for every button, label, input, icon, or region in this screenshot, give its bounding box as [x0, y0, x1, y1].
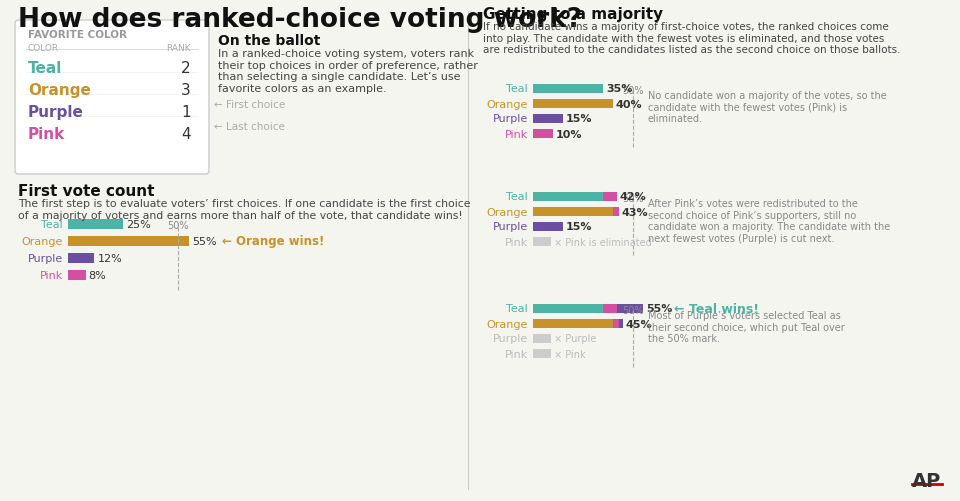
Text: Pink: Pink [505, 129, 528, 139]
Bar [533, 222, 563, 231]
Text: Getting to a majority: Getting to a majority [483, 7, 663, 22]
Text: 2: 2 [181, 61, 191, 76]
Bar [603, 192, 617, 201]
Text: Purple: Purple [492, 222, 528, 232]
Text: 8%: 8% [88, 271, 107, 281]
Text: Orange: Orange [487, 319, 528, 329]
Text: Teal: Teal [506, 84, 528, 94]
Text: Pink: Pink [28, 127, 65, 142]
Text: COLOR: COLOR [28, 44, 60, 53]
Text: Orange: Orange [28, 83, 91, 98]
Bar [533, 237, 551, 246]
Text: How does ranked-choice voting work?: How does ranked-choice voting work? [18, 7, 582, 33]
Bar [533, 100, 613, 109]
Bar [68, 219, 123, 229]
Text: No candidate won a majority of the votes, so the
candidate with the fewest votes: No candidate won a majority of the votes… [648, 91, 887, 124]
Bar [533, 192, 603, 201]
Text: Teal: Teal [28, 61, 62, 76]
Text: Pink: Pink [39, 271, 63, 281]
Text: ← First choice: ← First choice [214, 100, 285, 110]
Text: 45%: 45% [626, 319, 653, 329]
Text: × Purple: × Purple [554, 334, 596, 344]
Text: Teal: Teal [506, 304, 528, 314]
Text: 42%: 42% [620, 192, 647, 202]
Text: 12%: 12% [97, 254, 122, 264]
Text: ← Teal wins!: ← Teal wins! [674, 303, 759, 315]
Bar [533, 85, 603, 94]
Text: Teal: Teal [41, 219, 63, 229]
Text: 43%: 43% [622, 207, 649, 217]
Text: Purple: Purple [492, 334, 528, 344]
Text: Pink: Pink [505, 237, 528, 247]
Text: Orange: Orange [487, 207, 528, 217]
Bar [613, 207, 619, 216]
Bar [68, 236, 189, 246]
Bar [533, 130, 553, 139]
Text: 10%: 10% [556, 129, 583, 139]
Text: 4: 4 [181, 127, 191, 142]
Text: If no candidate wins a majority of first-choice votes, the ranked choices come
i: If no candidate wins a majority of first… [483, 22, 900, 55]
Text: Teal: Teal [506, 192, 528, 202]
Text: 1: 1 [181, 105, 191, 120]
Text: 50%: 50% [622, 193, 644, 203]
Bar [533, 207, 613, 216]
Text: Pink: Pink [505, 349, 528, 359]
Bar [617, 305, 643, 313]
Bar [533, 319, 613, 328]
Text: On the ballot: On the ballot [218, 34, 321, 48]
Text: 50%: 50% [622, 306, 644, 315]
Text: Most of Purple’s voters selected Teal as
their second choice, which put Teal ove: Most of Purple’s voters selected Teal as… [648, 311, 845, 344]
Bar [533, 334, 551, 343]
Text: Purple: Purple [28, 254, 63, 264]
Bar [533, 305, 603, 313]
Text: Orange: Orange [487, 99, 528, 109]
Text: In a ranked-choice voting system, voters rank
their top choices in order of pref: In a ranked-choice voting system, voters… [218, 49, 478, 94]
Bar [533, 115, 563, 124]
FancyBboxPatch shape [15, 21, 209, 175]
Bar [613, 319, 619, 328]
Text: × Pink: × Pink [554, 349, 586, 359]
Text: 40%: 40% [616, 99, 642, 109]
Text: FAVORITE COLOR: FAVORITE COLOR [28, 30, 127, 40]
Bar [68, 271, 85, 281]
Bar [533, 349, 551, 358]
Text: First vote count: First vote count [18, 184, 155, 198]
Text: 55%: 55% [646, 304, 672, 314]
Text: 55%: 55% [192, 236, 217, 246]
Text: 15%: 15% [566, 114, 592, 124]
Text: AP: AP [912, 471, 941, 490]
Text: Purple: Purple [492, 114, 528, 124]
Text: ← Orange wins!: ← Orange wins! [222, 235, 324, 248]
Text: ← Last choice: ← Last choice [214, 122, 285, 132]
Bar [68, 254, 94, 264]
Text: 50%: 50% [167, 220, 189, 230]
Bar [619, 319, 623, 328]
Text: After Pink’s votes were redistributed to the
second choice of Pink’s supporters,: After Pink’s votes were redistributed to… [648, 198, 890, 243]
Text: × Pink is eliminated: × Pink is eliminated [554, 237, 652, 247]
Text: Orange: Orange [22, 236, 63, 246]
Text: 25%: 25% [126, 219, 151, 229]
Text: 50%: 50% [622, 86, 644, 96]
Text: Purple: Purple [28, 105, 84, 120]
Bar [603, 305, 617, 313]
Text: 15%: 15% [566, 222, 592, 232]
Text: RANK: RANK [166, 44, 191, 53]
Text: 3: 3 [181, 83, 191, 98]
Text: The first step is to evaluate voters’ first choices. If one candidate is the fir: The first step is to evaluate voters’ fi… [18, 198, 470, 220]
Text: 35%: 35% [606, 84, 633, 94]
